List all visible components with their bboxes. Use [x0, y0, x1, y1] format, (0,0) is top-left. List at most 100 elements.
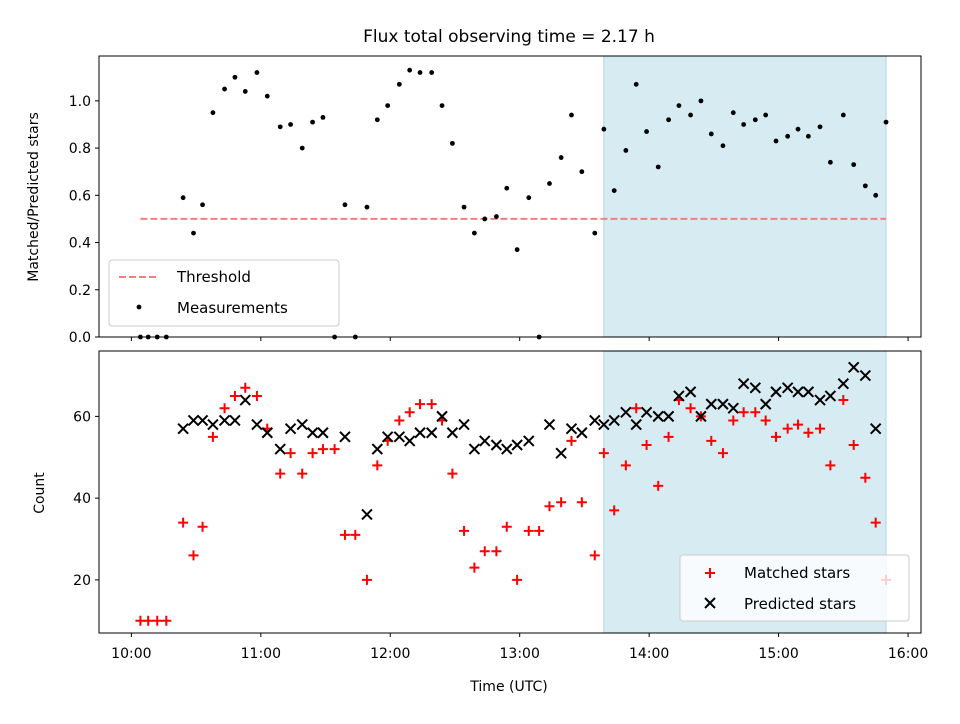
measurement-point: [342, 202, 348, 208]
matched-star-point: [631, 403, 642, 414]
measurement-point: [254, 70, 260, 75]
matched-star-point: [566, 435, 577, 446]
predicted-star-point: [847, 361, 860, 374]
x-tick-label: 16:00: [888, 646, 928, 662]
predicted-star-point: [403, 435, 416, 447]
y-tick-label: 20: [73, 573, 91, 589]
measurement-point: [299, 145, 305, 151]
predicted-star-point: [555, 447, 567, 459]
predicted-star-point: [187, 414, 200, 427]
predicted-star-point: [727, 402, 740, 414]
predicted-star-point: [511, 439, 523, 451]
legend-box: [108, 259, 340, 327]
predicted-star-point: [196, 414, 209, 427]
matched-star-point: [717, 448, 728, 459]
predicted-star-point: [737, 377, 750, 390]
matched-star-point: [459, 525, 470, 536]
predicted-star-point: [339, 431, 351, 443]
measurement-point: [851, 162, 857, 168]
matched-star-point: [275, 468, 286, 479]
y-tick-label: 0.8: [69, 141, 91, 157]
predicted-star-point: [479, 435, 491, 447]
matched-star-point: [544, 501, 555, 512]
matched-star-point: [178, 517, 189, 528]
predicted-star-point: [859, 369, 872, 382]
predicted-star-point: [251, 418, 263, 431]
predicted-star-point: [802, 386, 815, 398]
legend-predicted-swatch: [704, 597, 716, 609]
x-tick-label: 11:00: [241, 646, 281, 662]
matched-star-point: [706, 435, 717, 446]
y-tick-label: 0.2: [69, 283, 91, 299]
measurement-point: [698, 98, 704, 104]
measurement-point: [494, 214, 499, 219]
measurement-point: [601, 126, 607, 132]
matched-star-point: [782, 423, 793, 434]
predicted-star-point: [589, 414, 601, 427]
predicted-star-point: [274, 443, 286, 455]
predicted-star-point: [781, 382, 794, 394]
predicted-star-point: [490, 439, 503, 451]
predicted-star-point: [207, 418, 219, 431]
matched-star-point: [576, 497, 587, 508]
predicted-star-point: [393, 431, 406, 443]
axes-frame: [98, 55, 922, 338]
matched-star-point: [793, 419, 804, 430]
matched-star-point: [598, 448, 609, 459]
x-tick-label: 14:00: [629, 646, 669, 662]
measurement-point: [461, 204, 467, 210]
measurement-point: [191, 230, 196, 236]
legend-predicted-label: Predicted stars: [744, 595, 856, 613]
predicted-star-point: [371, 443, 384, 455]
measurement-point: [514, 247, 520, 253]
measurement-point: [644, 129, 649, 134]
matched-star-point: [307, 448, 318, 459]
y-tick-label: 1.0: [69, 94, 91, 110]
predicted-star-point: [640, 406, 653, 419]
axes-frame: [98, 350, 922, 634]
measurement-point: [592, 230, 598, 236]
legend-matched-swatch: [705, 568, 715, 578]
measurement-point: [472, 230, 477, 236]
matched-star-point: [838, 395, 849, 406]
matched-star-point: [143, 615, 154, 626]
measurement-point: [374, 117, 380, 123]
measurement-point: [504, 185, 510, 191]
predicted-star-point: [749, 382, 762, 394]
matched-star-point: [609, 505, 620, 516]
matched-star-point: [207, 431, 218, 442]
measurement-point: [785, 133, 791, 139]
y-tick-label: 0.4: [69, 236, 91, 252]
predicted-star-point: [306, 427, 319, 439]
measurement-point: [264, 93, 270, 99]
predicted-star-point: [414, 427, 426, 439]
measurement-point: [222, 86, 227, 92]
matched-star-point: [815, 423, 826, 434]
predicted-star-point: [296, 418, 308, 431]
matched-star-point: [653, 480, 664, 491]
matched-star-point: [738, 407, 749, 418]
matched-star-point: [197, 521, 208, 532]
matched-star-point: [534, 525, 545, 536]
predicted-star-point: [446, 427, 459, 439]
matched-star-point: [479, 546, 490, 557]
measurement-point: [688, 112, 693, 118]
measurement-point: [320, 114, 326, 120]
predicted-star-point: [824, 390, 837, 402]
matched-star-point: [663, 431, 674, 442]
measurement-point: [676, 103, 682, 108]
predicted-star-point: [814, 394, 826, 406]
measurement-point: [817, 124, 823, 130]
matched-star-point: [870, 517, 881, 528]
predicted-star-point: [673, 390, 685, 402]
measurement-point: [633, 81, 639, 87]
legend-measurements-label: Measurements: [177, 299, 288, 317]
measurement-point: [310, 119, 315, 125]
matched-star-point: [285, 448, 296, 459]
matched-star-point: [750, 407, 761, 418]
bottom-y-axis-label: Count: [32, 472, 48, 514]
x-tick-label: 10:00: [111, 646, 151, 662]
predicted-star-point: [425, 427, 438, 439]
matched-star-point: [760, 415, 771, 426]
